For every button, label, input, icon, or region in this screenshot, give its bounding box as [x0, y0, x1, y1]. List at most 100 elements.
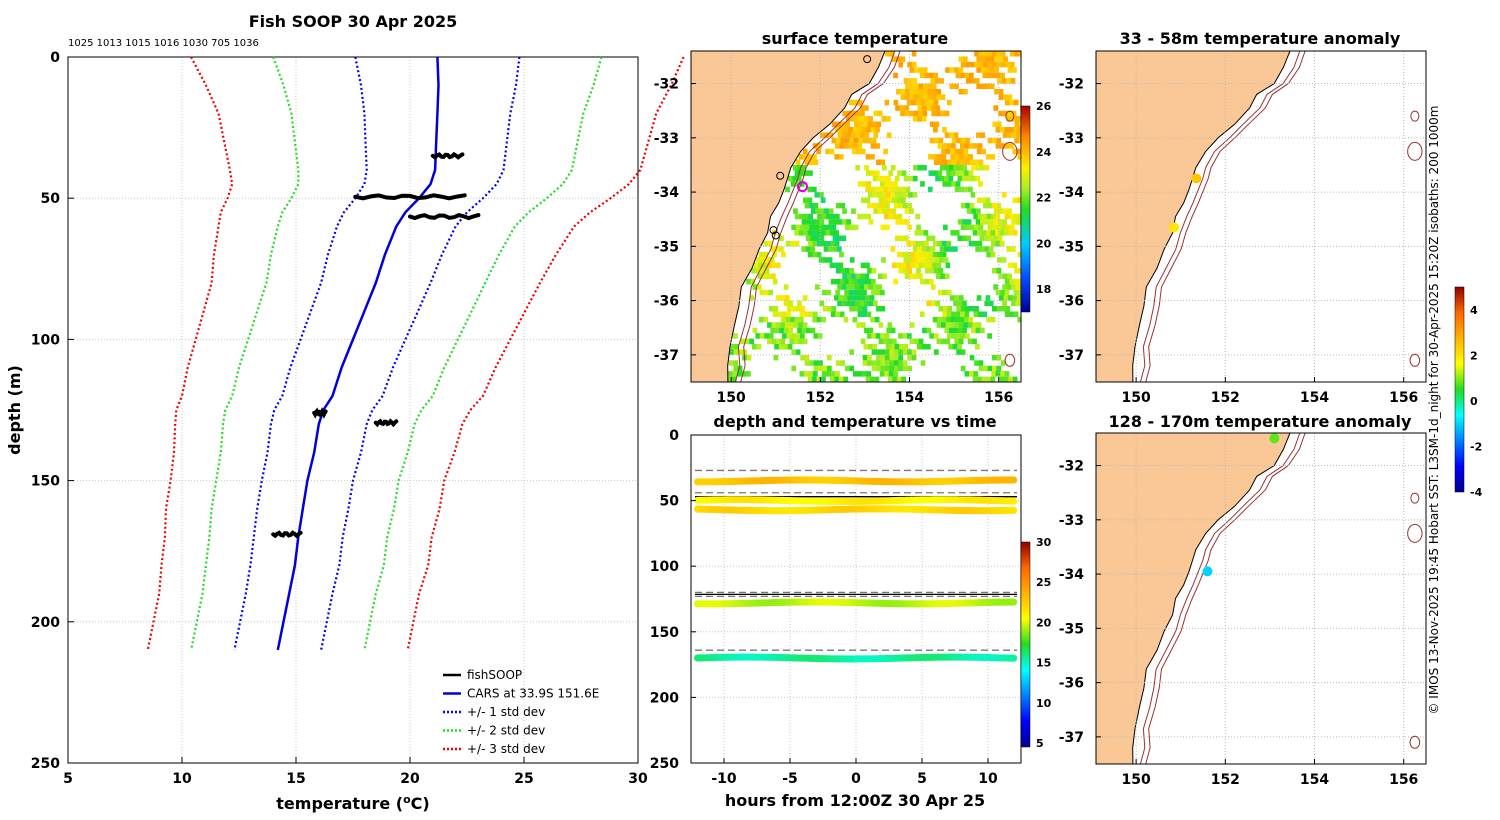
sst-cell	[893, 213, 898, 220]
sst-cell	[882, 208, 887, 214]
sst-cell	[976, 132, 981, 138]
sst-cell	[797, 327, 802, 334]
time-chart: depth and temperature vs time -10 -5 0 5 10 …	[650, 412, 1052, 810]
anomaly-colorbar-tick-label: 0	[1470, 395, 1478, 408]
sst-isobath-1000	[740, 51, 901, 382]
sst-cell	[814, 235, 820, 241]
sst-cell	[994, 56, 999, 62]
sst-cell	[1004, 278, 1010, 285]
map-x-tick-label: 154	[1300, 772, 1329, 788]
sst-cell	[850, 300, 856, 307]
sst-cell	[896, 376, 902, 382]
sst-cell	[737, 349, 743, 355]
sst-cell	[1018, 51, 1021, 57]
sst-cell	[901, 251, 907, 258]
sst-cell	[883, 186, 888, 193]
sst-cell	[855, 110, 861, 117]
sst-cell	[799, 311, 805, 317]
sst-cell	[812, 251, 818, 258]
sst-cell	[1002, 110, 1008, 117]
sst-cell	[871, 268, 877, 274]
sst-cell	[831, 137, 837, 144]
sst-cell	[1010, 78, 1016, 84]
profile-title: Fish SOOP 30 Apr 2025	[249, 12, 458, 31]
sst-cell	[997, 257, 1002, 263]
sst-cell	[940, 165, 945, 171]
sst-cell	[975, 219, 981, 225]
sst-cell	[895, 105, 900, 111]
sst-cell	[878, 197, 884, 203]
anomaly-colorbar-tick-label: 4	[1470, 304, 1478, 317]
profile-grid	[67, 56, 639, 764]
sst-cell	[962, 165, 967, 171]
sst-cell	[922, 83, 928, 90]
sst-cell	[988, 235, 994, 241]
sst-cell	[969, 202, 975, 209]
sst-cell	[1012, 376, 1018, 382]
sst-cell	[996, 202, 1002, 209]
map-x-tick-label: 152	[806, 390, 835, 406]
sst-cell	[1008, 230, 1014, 236]
sst-cell	[803, 213, 809, 220]
sst-cell	[926, 246, 931, 252]
sst-cell	[992, 121, 998, 127]
sst-cell	[905, 83, 910, 90]
sst-cell	[992, 306, 997, 312]
sst-cell	[909, 322, 915, 328]
map-y-tick-label: -37	[1059, 730, 1084, 746]
sst-cell	[910, 240, 916, 247]
time-colorbar-tick-label: 5	[1036, 737, 1044, 750]
sst-cell	[954, 322, 960, 328]
sst-cell	[995, 240, 1001, 247]
sst-cell	[933, 333, 939, 339]
sst-cell	[829, 148, 835, 155]
sst-cell	[811, 208, 816, 214]
sst-cell	[857, 289, 863, 296]
sst-cell	[880, 360, 886, 366]
sst-cell	[950, 322, 955, 328]
sst-cell	[916, 257, 922, 263]
sst-cell	[1009, 61, 1015, 68]
sst-cell	[900, 262, 906, 269]
sst-cell	[885, 344, 891, 350]
sst-cell	[962, 300, 967, 307]
sst-cell	[795, 181, 800, 187]
sst-cell	[852, 143, 858, 149]
sst-cell	[929, 268, 935, 274]
sst-cell	[892, 338, 897, 345]
sst-cell	[978, 159, 984, 165]
sst-cell	[901, 170, 907, 176]
time-layer-point	[1010, 598, 1018, 606]
sst-cell	[993, 219, 999, 225]
sst-cell	[922, 67, 928, 73]
sst-cell	[965, 202, 970, 209]
sst-cell	[802, 295, 808, 301]
sst-cell	[837, 300, 842, 307]
sst-cell	[869, 186, 875, 193]
sst-cell	[783, 284, 789, 290]
sst-cell	[846, 300, 851, 307]
sst-cell	[851, 208, 856, 214]
sst-cell	[960, 61, 966, 68]
map-y-tick-label: -35	[654, 239, 679, 255]
sst-cell	[865, 186, 871, 193]
sst-cell	[844, 143, 849, 149]
sst-cell	[1003, 295, 1009, 301]
sst-cell	[970, 175, 976, 182]
sst-cell	[771, 262, 777, 269]
sst-cell	[924, 240, 929, 247]
sst-cell	[957, 219, 963, 225]
sst-colorbar-ticks: 18 20 22 24 26	[1036, 100, 1052, 296]
sst-cell	[903, 175, 909, 182]
sst-cell	[800, 354, 805, 361]
time-layer-point	[1010, 476, 1018, 484]
sst-cell	[871, 137, 877, 144]
sst-cell	[932, 262, 937, 269]
sst-cell	[986, 213, 992, 220]
sst-cell	[986, 72, 992, 79]
sst-cell	[983, 51, 988, 57]
sst-cell	[860, 295, 866, 301]
sst-cell	[937, 251, 942, 258]
sst-cell	[941, 240, 947, 247]
sst-cell	[995, 230, 1000, 236]
